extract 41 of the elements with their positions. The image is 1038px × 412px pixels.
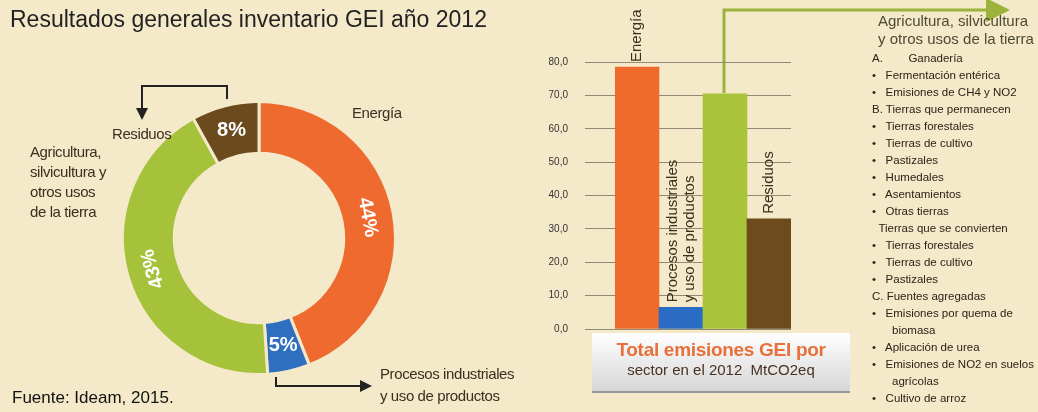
text: • Tierras de cultivo [871,255,974,270]
y-tick-label: 40,0 [548,189,569,201]
text: • Cultivo de arroz [871,391,968,406]
text: • Aplicación de urea [871,340,981,355]
y-tick-label: 30,0 [548,222,569,234]
text: • Tierras de cultivo [871,136,974,151]
text: • Emisiones de NO2 en suelos agrícolas [871,357,1035,389]
text: • Emisiones por quema de biomasa [871,306,1014,338]
text: • Pastizales [871,272,940,287]
data-label: 5% [268,333,298,356]
text: Agricultura, silvicultura y otros usos de la tierra [877,12,1035,48]
text: • Pastizales [871,153,940,168]
text: • Humedales [871,170,945,185]
chart-title: Resultados generales inventario GEI año 2012 [10,6,487,33]
slice-label: Residuos [112,124,172,144]
y-tick-label: 60,0 [548,122,569,134]
y-tick-label: 80,0 [548,55,569,67]
text: • Tierras forestales [871,119,975,134]
text: • Tierras forestales [871,238,975,253]
text: • Fermentación entérica [871,68,1002,83]
y-tick-label: 70,0 [548,89,569,101]
y-tick-label: 0,0 [554,322,569,334]
slice-label: Energía [352,103,402,123]
text: B. Tierras que permanecen [871,102,1012,117]
source-note: Fuente: Ideam, 2015. [12,388,174,408]
text: C. Fuentes agregadas [871,289,987,304]
text: Tierras que se convierten [877,221,1009,236]
y-tick-label: 20,0 [548,256,569,267]
text: • Asentamientos [871,187,963,202]
text: sector en el 2012 MtCO2eq [626,361,816,378]
slice-label: Agricultura, silvicultura y otros usos de la tierra [30,142,108,222]
data-label: 44% [354,195,384,239]
text: Total emisiones GEI por [615,339,827,361]
y-tick-label: 10,0 [548,289,569,301]
text: • Emisiones de CH4 y NO2 [871,85,1018,100]
text: • Otras tierras [871,204,950,219]
data-label: 8% [217,118,247,141]
text: A. Ganadería [871,51,964,66]
slice-label: Procesos industriales y uso de productos [380,364,516,406]
data-label: 43% [135,246,168,292]
y-tick-label: 50,0 [548,155,569,167]
